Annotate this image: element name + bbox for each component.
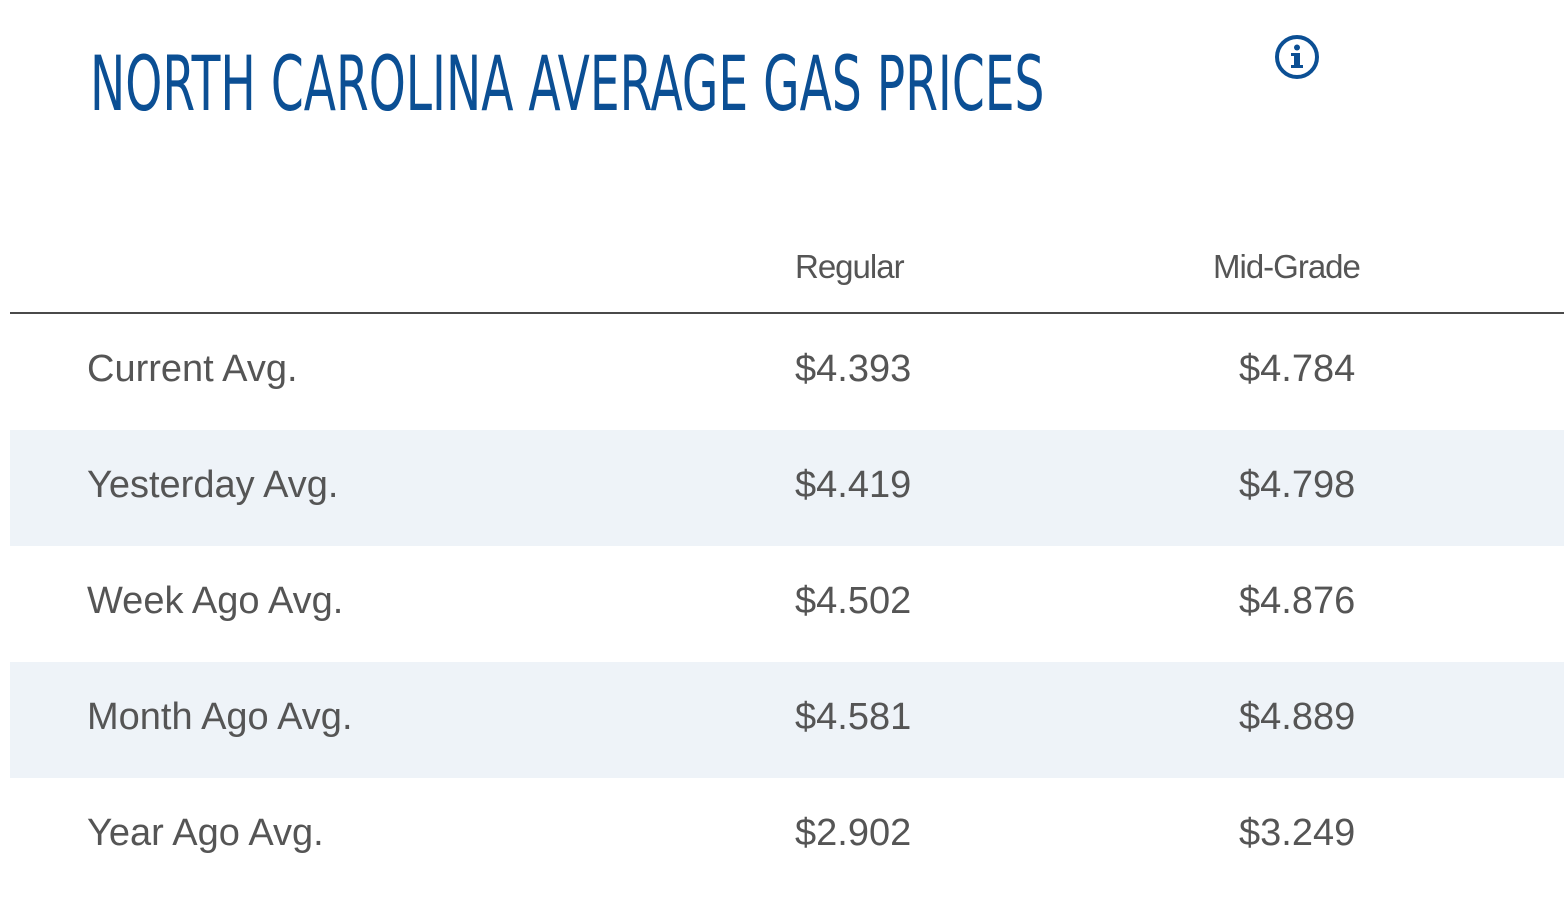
table-header-row: Regular Mid-Grade	[10, 236, 1564, 314]
midgrade-price: $3.249	[1239, 812, 1356, 854]
row-label: Week Ago Avg.	[87, 580, 344, 622]
table-row: Current Avg. $4.393 $4.784	[10, 314, 1564, 430]
table-row: Month Ago Avg. $4.581 $4.889	[10, 662, 1564, 778]
regular-price: $4.393	[795, 348, 912, 390]
regular-price: $4.419	[795, 464, 912, 506]
title-area: NORTH CAROLINA AVERAGE GAS PRICES	[90, 34, 1564, 134]
table-row: Week Ago Avg. $4.502 $4.876	[10, 546, 1564, 662]
column-header-midgrade: Mid-Grade	[1213, 248, 1361, 285]
regular-price: $2.902	[795, 812, 912, 854]
row-label: Year Ago Avg.	[87, 812, 324, 854]
row-label: Yesterday Avg.	[87, 464, 339, 506]
info-icon[interactable]	[1274, 34, 1320, 80]
gas-price-table: Regular Mid-Grade Current Avg. $4.393 $4…	[10, 236, 1564, 894]
midgrade-price: $4.784	[1239, 348, 1356, 390]
table-row: Yesterday Avg. $4.419 $4.798	[10, 430, 1564, 546]
column-header-regular: Regular	[795, 248, 905, 285]
regular-price: $4.581	[795, 696, 912, 738]
midgrade-price: $4.889	[1239, 696, 1356, 738]
regular-price: $4.502	[795, 580, 912, 622]
table-row: Year Ago Avg. $2.902 $3.249	[10, 778, 1564, 894]
midgrade-price: $4.876	[1239, 580, 1356, 622]
page-title: NORTH CAROLINA AVERAGE GAS PRICES	[90, 39, 1045, 128]
row-label: Month Ago Avg.	[87, 696, 353, 738]
midgrade-price: $4.798	[1239, 464, 1356, 506]
row-label: Current Avg.	[87, 348, 298, 390]
